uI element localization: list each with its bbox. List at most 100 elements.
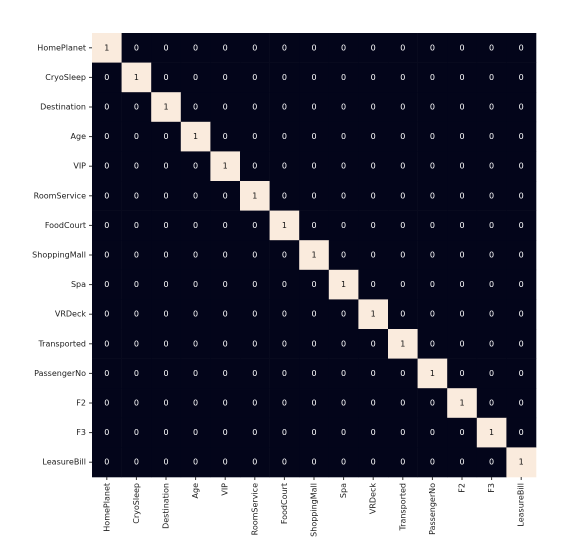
heatmap-cell bbox=[269, 240, 300, 271]
heatmap-cell bbox=[476, 329, 507, 359]
heatmap-cell bbox=[210, 33, 241, 63]
y-tick-label: HomePlanet bbox=[37, 43, 86, 52]
cell-label: 0 bbox=[430, 280, 435, 289]
heatmap-cell bbox=[269, 92, 300, 123]
cell-label: 0 bbox=[519, 162, 524, 171]
cell-label: 0 bbox=[459, 162, 464, 171]
heatmap-cell bbox=[328, 62, 359, 93]
heatmap-cell bbox=[121, 329, 152, 359]
x-tick-label: ShoppingMall bbox=[310, 483, 319, 537]
cell-label: 1 bbox=[282, 221, 287, 230]
cell-label: 0 bbox=[282, 43, 287, 52]
cell-label: 0 bbox=[400, 43, 405, 52]
cell-label: 0 bbox=[341, 310, 346, 319]
heatmap-cell bbox=[269, 358, 300, 389]
cell-label: 0 bbox=[371, 43, 376, 52]
cell-label: 0 bbox=[104, 310, 109, 319]
cell-label: 0 bbox=[252, 73, 257, 82]
cell-label: 0 bbox=[223, 369, 228, 378]
cell-label: 0 bbox=[252, 103, 257, 112]
heatmap-cell bbox=[506, 33, 537, 63]
heatmap-cell bbox=[180, 299, 211, 330]
heatmap-cell bbox=[180, 329, 211, 359]
cell-label: 0 bbox=[430, 221, 435, 230]
cell-label: 0 bbox=[400, 132, 405, 141]
cell-label: 0 bbox=[459, 280, 464, 289]
y-tick-label: Transported bbox=[37, 339, 86, 348]
heatmap-cell bbox=[447, 240, 478, 271]
y-tick-label: F2 bbox=[76, 399, 86, 408]
cell-label: 0 bbox=[489, 458, 494, 467]
cell-label: 0 bbox=[341, 162, 346, 171]
cell-label: 0 bbox=[459, 221, 464, 230]
cell-label: 0 bbox=[459, 43, 464, 52]
cell-label: 0 bbox=[430, 458, 435, 467]
cell-label: 0 bbox=[223, 221, 228, 230]
heatmap-cell bbox=[417, 329, 448, 359]
cell-label: 0 bbox=[223, 458, 228, 467]
cell-label: 0 bbox=[223, 280, 228, 289]
cell-label: 0 bbox=[430, 103, 435, 112]
heatmap-cell bbox=[121, 151, 152, 182]
heatmap-cell bbox=[506, 121, 537, 152]
heatmap-cell bbox=[92, 181, 122, 211]
heatmap-cell bbox=[447, 181, 478, 211]
heatmap-cell bbox=[299, 329, 330, 359]
cell-label: 0 bbox=[282, 399, 287, 408]
heatmap-cell bbox=[417, 121, 448, 152]
cell-label: 0 bbox=[282, 428, 287, 437]
heatmap-cell bbox=[180, 121, 211, 152]
heatmap-cell bbox=[299, 240, 330, 271]
heatmap-cell bbox=[358, 358, 389, 389]
heatmap-cell bbox=[476, 121, 507, 152]
cell-label: 0 bbox=[134, 399, 139, 408]
cell-label: 0 bbox=[252, 339, 257, 348]
heatmap-cell bbox=[476, 417, 507, 448]
y-tick-label: LeasureBill bbox=[42, 458, 86, 467]
cell-label: 0 bbox=[104, 458, 109, 467]
heatmap-cell bbox=[151, 240, 182, 271]
heatmap-cell bbox=[388, 62, 418, 93]
y-tick-label: F3 bbox=[76, 428, 86, 437]
cell-label: 0 bbox=[311, 428, 316, 437]
heatmap-cell bbox=[299, 269, 330, 300]
heatmap-cell bbox=[447, 210, 478, 241]
cell-label: 0 bbox=[163, 399, 168, 408]
cell-label: 0 bbox=[282, 73, 287, 82]
heatmap-cell bbox=[358, 329, 389, 359]
cell-label: 0 bbox=[282, 280, 287, 289]
heatmap-cell bbox=[240, 417, 270, 448]
heatmap-cell bbox=[210, 240, 241, 271]
cell-label: 0 bbox=[223, 43, 228, 52]
heatmap-cell bbox=[417, 151, 448, 182]
heatmap-cell bbox=[210, 121, 241, 152]
heatmap-cell bbox=[447, 121, 478, 152]
cell-label: 0 bbox=[341, 458, 346, 467]
heatmap-cell bbox=[506, 417, 537, 448]
cell-label: 0 bbox=[519, 221, 524, 230]
cell-label: 0 bbox=[193, 428, 198, 437]
cell-label: 0 bbox=[163, 73, 168, 82]
cell-label: 0 bbox=[104, 339, 109, 348]
heatmap-cell bbox=[210, 210, 241, 241]
cell-label: 0 bbox=[400, 399, 405, 408]
cell-label: 0 bbox=[104, 369, 109, 378]
heatmap-cell bbox=[417, 417, 448, 448]
heatmap-cell bbox=[240, 269, 270, 300]
cell-label: 0 bbox=[163, 132, 168, 141]
cell-label: 0 bbox=[311, 339, 316, 348]
cell-label: 0 bbox=[282, 132, 287, 141]
cell-label: 0 bbox=[282, 310, 287, 319]
heatmap-cell bbox=[417, 62, 448, 93]
cell-label: 0 bbox=[430, 132, 435, 141]
heatmap-cell bbox=[476, 151, 507, 182]
cell-label: 0 bbox=[430, 191, 435, 200]
heatmap-cell bbox=[476, 358, 507, 389]
heatmap-cell bbox=[417, 299, 448, 330]
heatmap-cell bbox=[388, 299, 418, 330]
heatmap-cell bbox=[210, 329, 241, 359]
heatmap-cell bbox=[269, 181, 300, 211]
cell-label: 0 bbox=[104, 428, 109, 437]
cell-label: 0 bbox=[430, 399, 435, 408]
cell-label: 0 bbox=[311, 399, 316, 408]
